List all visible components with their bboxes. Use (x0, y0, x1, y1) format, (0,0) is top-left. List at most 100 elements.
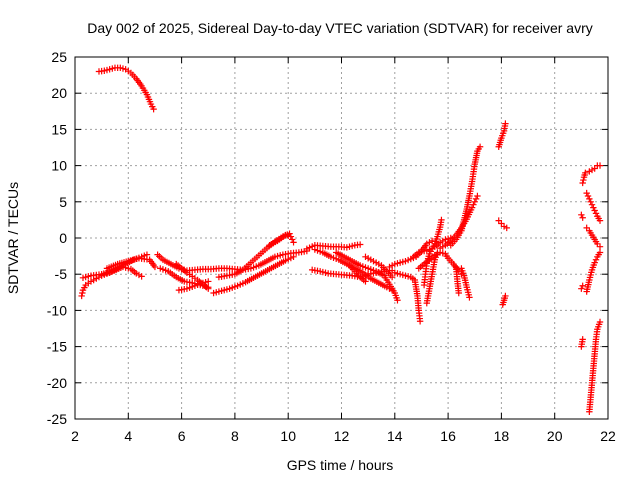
series-arc-s (391, 269, 424, 325)
y-axis-label: SDTVAR / TECUs (5, 182, 21, 294)
series-arc-k (266, 231, 297, 249)
y-tick-label: -15 (47, 339, 67, 355)
data-point-marker (503, 224, 510, 232)
data-point-marker (394, 297, 401, 304)
data-point-marker (591, 207, 598, 214)
series-arc-a (95, 64, 157, 113)
data-point-marker (151, 263, 159, 271)
series-arc-y (447, 143, 484, 249)
series-arc-h (175, 278, 212, 294)
data-point-marker (470, 201, 477, 208)
data-point-marker (288, 236, 296, 243)
data-point-marker (596, 318, 604, 326)
data-point-marker (579, 282, 586, 289)
data-point-marker (592, 210, 600, 217)
data-point-marker (78, 292, 85, 300)
series-arc-ag (578, 211, 586, 221)
x-tick-label: 4 (124, 428, 132, 444)
series-arc-ak (583, 249, 604, 295)
data-point-marker (587, 198, 594, 205)
data-point-marker (290, 239, 297, 246)
data-point-marker (474, 192, 481, 200)
series-arc-p (346, 262, 369, 285)
x-tick-label: 2 (71, 428, 79, 444)
plot-frame (74, 56, 609, 420)
data-point-marker (476, 143, 484, 150)
data-point-marker (584, 192, 592, 200)
data-point-marker (205, 285, 212, 292)
x-tick-label: 12 (334, 428, 350, 444)
series-arc-v (420, 216, 445, 289)
x-tick-label: 18 (494, 428, 510, 444)
x-tick-label: 10 (280, 428, 296, 444)
data-point-marker (434, 249, 441, 256)
data-point-marker (580, 176, 587, 184)
data-point-marker (466, 294, 473, 301)
series-arc-c (79, 263, 145, 282)
series-arc-al (586, 318, 604, 415)
x-tick-label: 6 (178, 428, 186, 444)
chart-title: Day 002 of 2025, Sidereal Day-to-day VTE… (87, 20, 593, 36)
data-point-marker (138, 273, 145, 280)
y-tick-label: 5 (59, 194, 67, 210)
data-point-marker (471, 198, 478, 205)
points-layer (78, 64, 604, 415)
y-tick-label: 15 (51, 121, 67, 137)
data-point-marker (591, 259, 598, 266)
data-point-marker (596, 243, 604, 250)
data-point-marker (388, 273, 396, 281)
series-arc-ah (579, 162, 604, 187)
data-point-marker (578, 285, 585, 292)
data-point-marker (579, 214, 586, 221)
data-point-marker (579, 336, 586, 343)
data-point-marker (362, 278, 369, 285)
data-point-marker (583, 189, 590, 197)
series-arc-ae (578, 336, 586, 350)
data-point-marker (502, 292, 509, 300)
series-arc-z (452, 263, 462, 297)
x-tick-label: 14 (387, 428, 403, 444)
series-arc-ac (495, 120, 509, 150)
data-point-marker (586, 195, 593, 203)
series-arc-ab (495, 217, 510, 232)
series-arc-o (332, 249, 401, 304)
y-tick-label: 20 (51, 85, 67, 101)
data-point-marker (468, 204, 476, 211)
series-arc-i (210, 253, 297, 297)
data-point-marker (356, 241, 364, 248)
data-point-marker (592, 256, 600, 263)
data-point-marker (290, 253, 297, 261)
x-tick-label: 20 (547, 428, 563, 444)
data-point-marker (205, 278, 212, 285)
x-tick-label: 22 (600, 428, 616, 444)
y-tick-label: -10 (47, 302, 67, 318)
y-tick-label: -5 (55, 266, 68, 282)
x-axis-label: GPS time / hours (287, 457, 394, 473)
data-point-marker (596, 217, 604, 224)
y-tick-label: 10 (51, 158, 67, 174)
y-tick-label: -20 (47, 375, 67, 391)
series-arc-q (362, 253, 396, 281)
data-point-marker (590, 204, 597, 211)
series-arc-w (423, 249, 441, 307)
data-point-marker (150, 105, 157, 113)
data-point-marker (596, 162, 604, 169)
x-tick-label: 8 (231, 428, 239, 444)
data-point-marker (582, 169, 589, 177)
x-tick-label: 16 (440, 428, 456, 444)
data-point-marker (79, 289, 86, 297)
data-point-marker (455, 289, 462, 297)
data-point-marker (472, 195, 480, 203)
series-arc-aa (458, 265, 473, 301)
series-arc-aj (583, 224, 604, 250)
series-arc-d (103, 255, 159, 272)
series-arc-ai (583, 189, 604, 224)
data-point-marker (287, 233, 295, 240)
data-point-marker (578, 211, 585, 219)
series-arc-ad (499, 292, 509, 308)
y-tick-label: 25 (51, 49, 67, 65)
tick-layer: 2 4 6 8 10 12 14 16 18 20 22 -25 -20 -15 -10 -5 0 5 10 15 20… (47, 49, 616, 444)
grid-layer (75, 57, 608, 419)
